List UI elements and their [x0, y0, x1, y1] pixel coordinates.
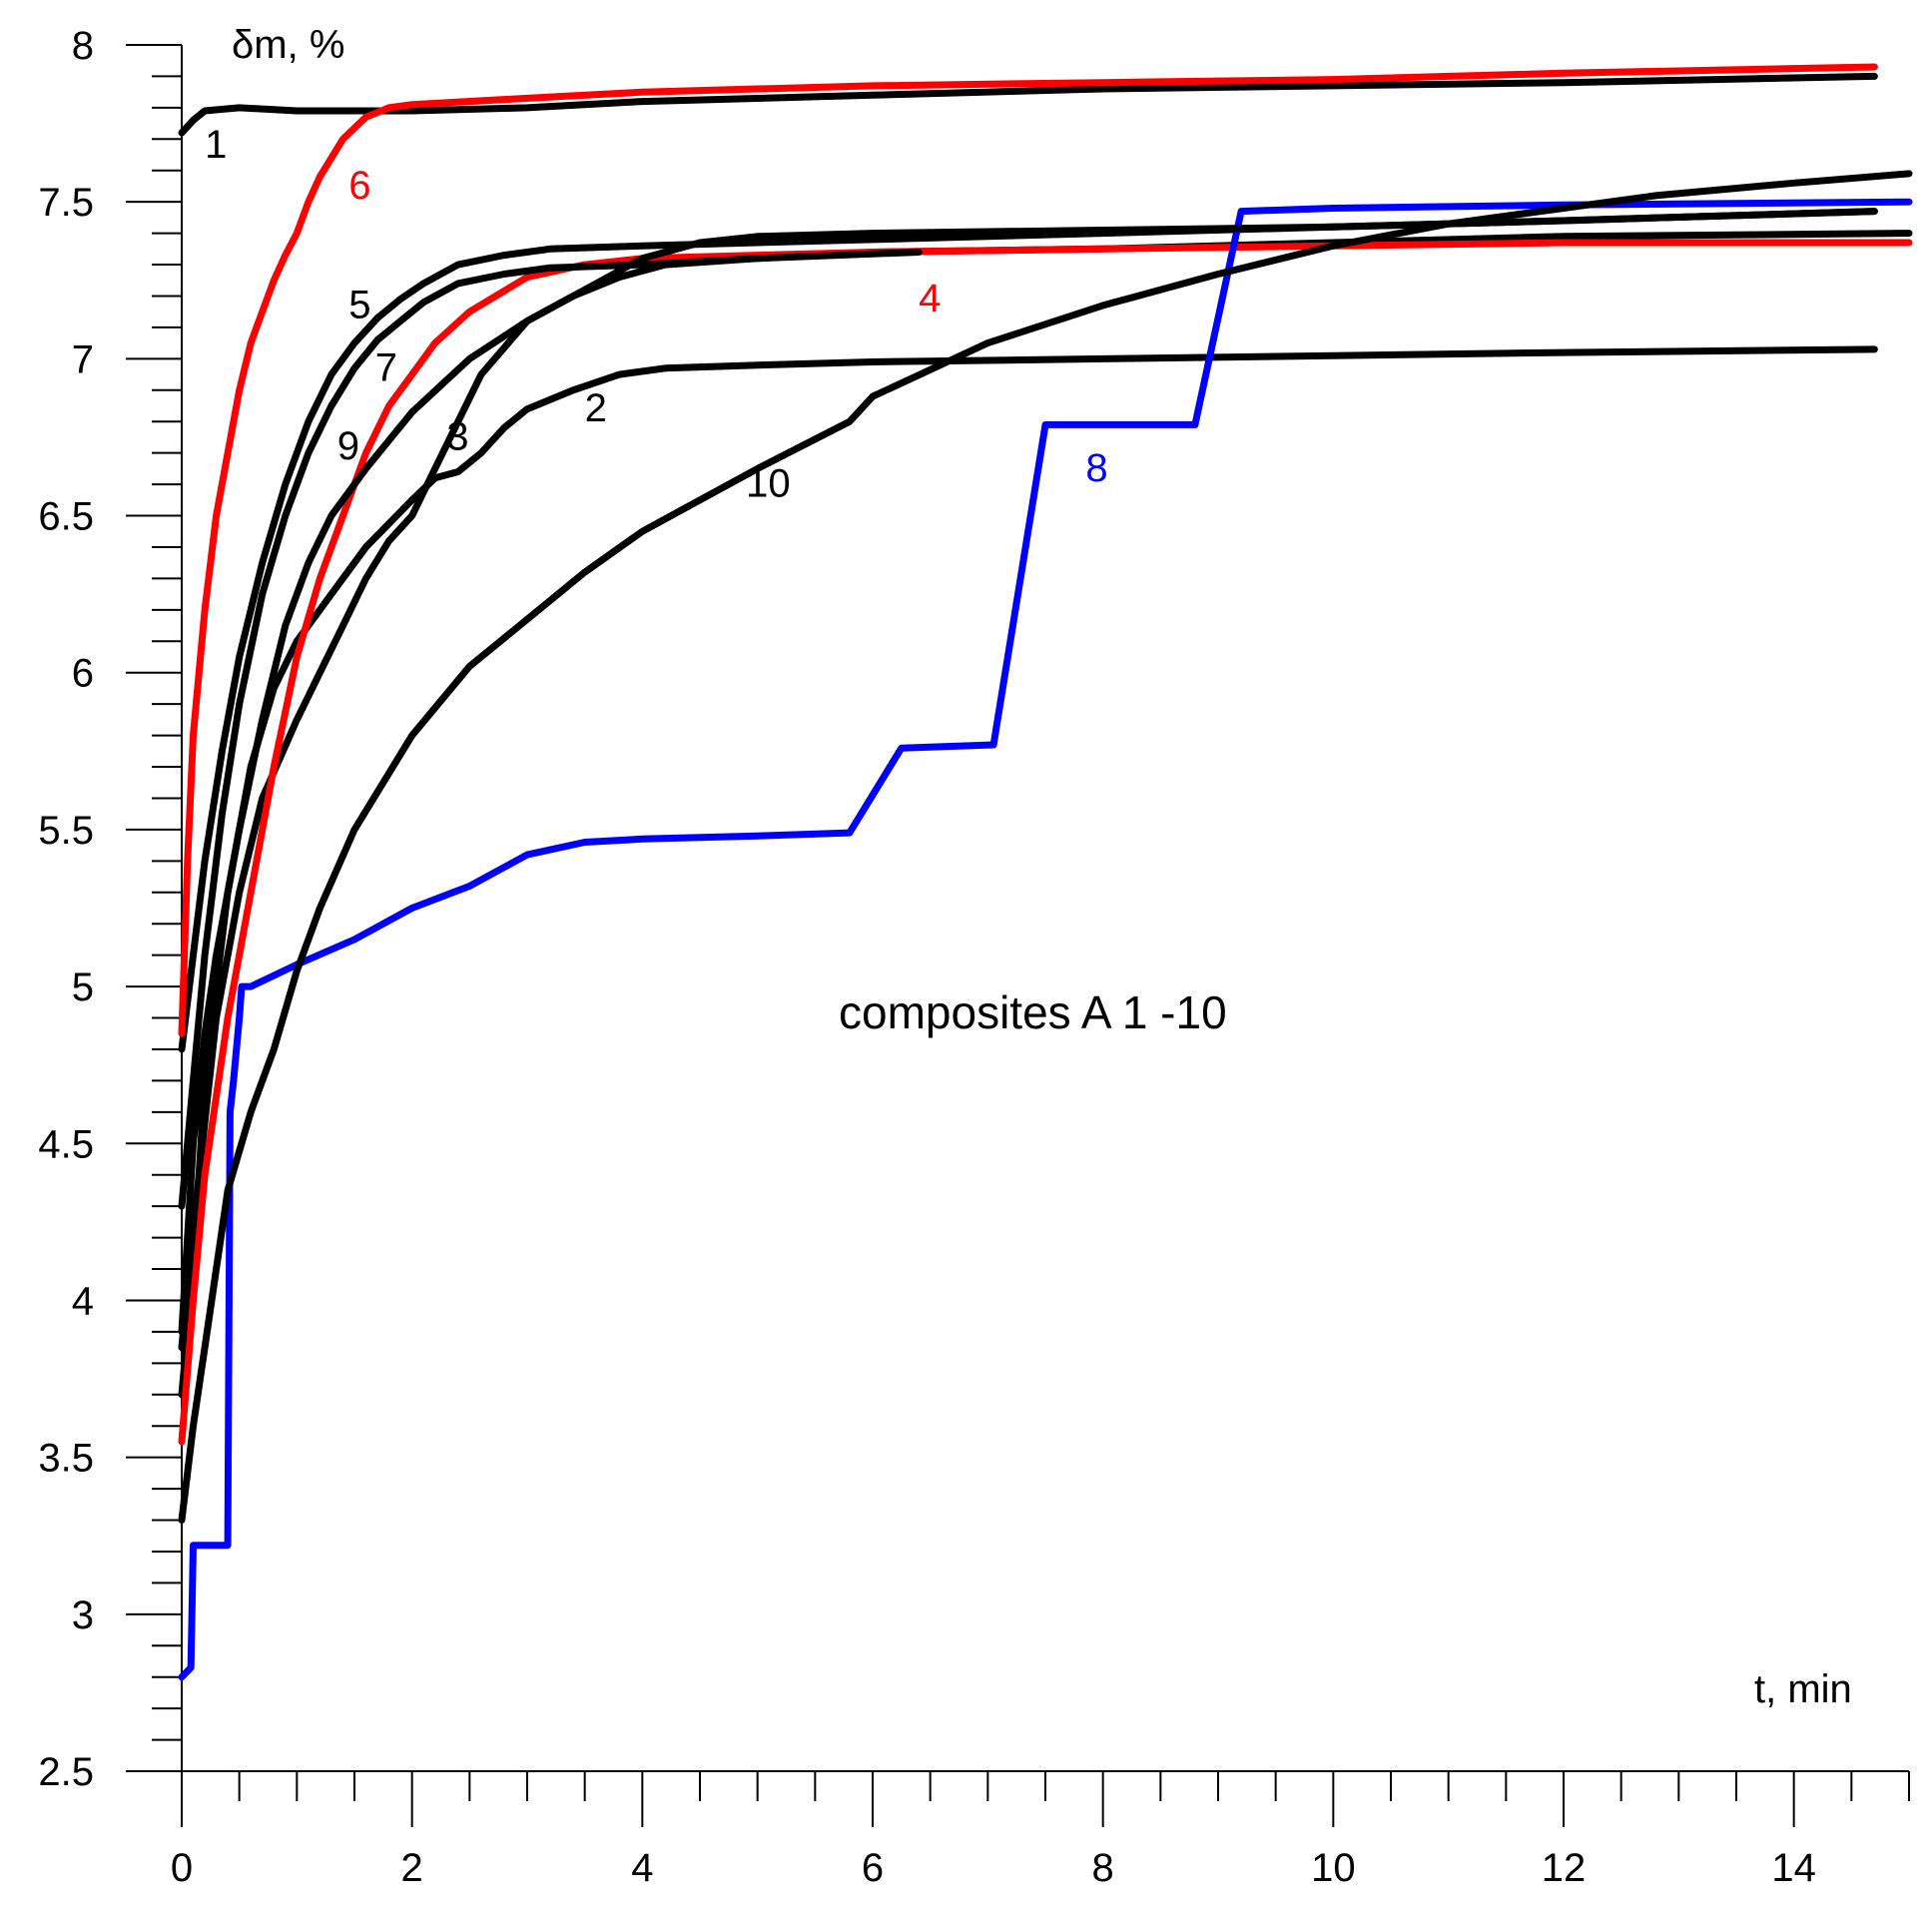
x-axis-title: t, min: [1754, 1667, 1852, 1711]
series-line-2: [178, 345, 1878, 1399]
series-line-7: [178, 249, 923, 1210]
y-tick-label: 4.5: [38, 1122, 94, 1166]
curve-label-9: 9: [337, 424, 359, 468]
curve-labels: 1 2 3 4 5 6 7 8 9 10: [205, 123, 1108, 506]
series-line-6: [178, 63, 1878, 1037]
x-tick-label: 6: [862, 1846, 884, 1890]
y-axis-title: δm, %: [232, 23, 344, 67]
x-tick-label: 0: [171, 1846, 193, 1890]
series-line-3: [178, 230, 1913, 1352]
curve-label-6: 6: [348, 164, 370, 208]
curve-label-4: 4: [919, 277, 941, 320]
y-tick-label: 2.5: [38, 1750, 94, 1794]
x-tick-label: 10: [1311, 1846, 1356, 1890]
series-line-5: [178, 208, 1878, 1053]
y-tick-label: 4: [72, 1279, 94, 1323]
y-tick-label: 3: [72, 1593, 94, 1637]
curve-label-5: 5: [348, 283, 370, 326]
series-line-8: [178, 198, 1913, 1681]
y-tick-label: 7.5: [38, 181, 94, 225]
curve-label-7: 7: [375, 345, 397, 389]
y-tick-label: 8: [72, 24, 94, 68]
curve-label-1: 1: [205, 123, 227, 167]
series-line-10: [178, 170, 1913, 1524]
axes: 2.533.544.555.566.577.580 2 4 6 8 10 12 14: [38, 24, 1910, 1890]
y-tick-label: 6.5: [38, 495, 94, 539]
x-tick-label: 4: [631, 1846, 653, 1890]
y-tick-label: 3.5: [38, 1437, 94, 1481]
curve-label-2: 2: [585, 386, 607, 430]
y-tick-label: 6: [72, 652, 94, 696]
curve-label-10: 10: [746, 462, 791, 506]
y-tick-label: 5.5: [38, 809, 94, 853]
y-tick-label: 5: [72, 965, 94, 1009]
x-tick-label: 8: [1092, 1846, 1114, 1890]
annotation: composites A 1 -10: [839, 986, 1227, 1038]
x-tick-label: 2: [401, 1846, 423, 1890]
x-tick-label: 12: [1542, 1846, 1587, 1890]
series-line-9: [178, 208, 1878, 1336]
x-tick-label: 14: [1771, 1846, 1816, 1890]
series-line-1: [178, 72, 1878, 137]
curve-label-3: 3: [446, 415, 468, 459]
curve-label-8: 8: [1085, 446, 1107, 490]
y-tick-label: 7: [72, 337, 94, 381]
series-line-4: [178, 239, 1913, 1446]
curves: [178, 63, 1913, 1681]
